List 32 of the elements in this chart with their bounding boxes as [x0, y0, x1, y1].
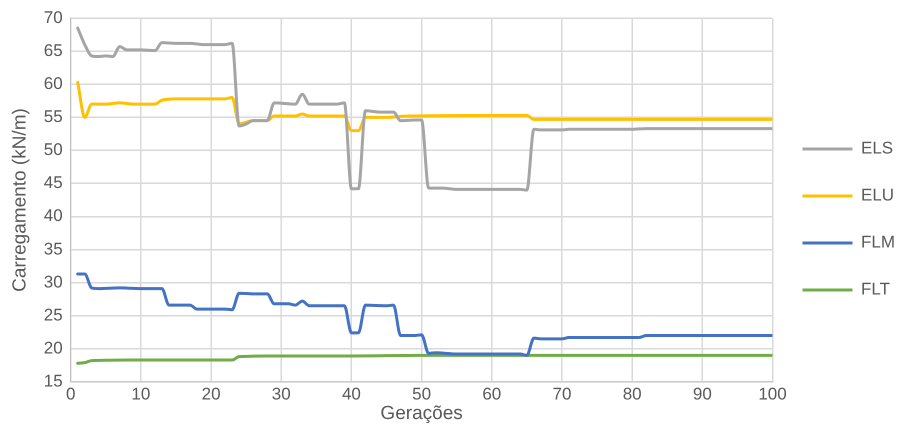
x-tick-label: 90 — [692, 384, 712, 404]
y-tick-label: 15 — [44, 371, 63, 390]
x-tick-label: 100 — [758, 384, 787, 404]
x-tick-label: 80 — [622, 384, 642, 404]
y-tick-label: 40 — [44, 206, 63, 226]
y-axis-title: Carregamento (kN/m) — [10, 108, 31, 292]
line-series — [76, 26, 772, 192]
y-tick-label: 70 — [44, 8, 63, 27]
y-tick-label: 60 — [44, 74, 63, 93]
y-tick-label: 30 — [44, 272, 63, 292]
y-tick-label: 25 — [44, 305, 63, 324]
y-tick-label: 35 — [44, 239, 63, 258]
y-tick-label: 65 — [44, 40, 63, 60]
x-axis-title: Gerações — [380, 402, 463, 424]
legend-label: FLM — [861, 232, 895, 252]
y-tick-label: 50 — [44, 140, 63, 160]
x-tick-label: 20 — [202, 384, 221, 404]
x-tick-label: 70 — [552, 384, 572, 404]
x-tick-label: 50 — [412, 384, 432, 404]
x-tick-label: 40 — [342, 384, 361, 404]
x-tick-label: 10 — [131, 384, 150, 404]
y-tick-label: 20 — [44, 338, 63, 358]
y-tick-label: 45 — [44, 173, 63, 192]
legend-label: ELS — [861, 138, 894, 158]
x-tick-label: 0 — [66, 384, 76, 404]
line-series — [76, 272, 772, 357]
legend-label: ELU — [861, 186, 894, 205]
x-tick-label: 30 — [272, 384, 291, 404]
y-tick-label: 55 — [44, 107, 63, 126]
legend-label: FLT — [861, 280, 890, 299]
x-tick-label: 60 — [482, 384, 502, 404]
line-series — [76, 80, 772, 132]
